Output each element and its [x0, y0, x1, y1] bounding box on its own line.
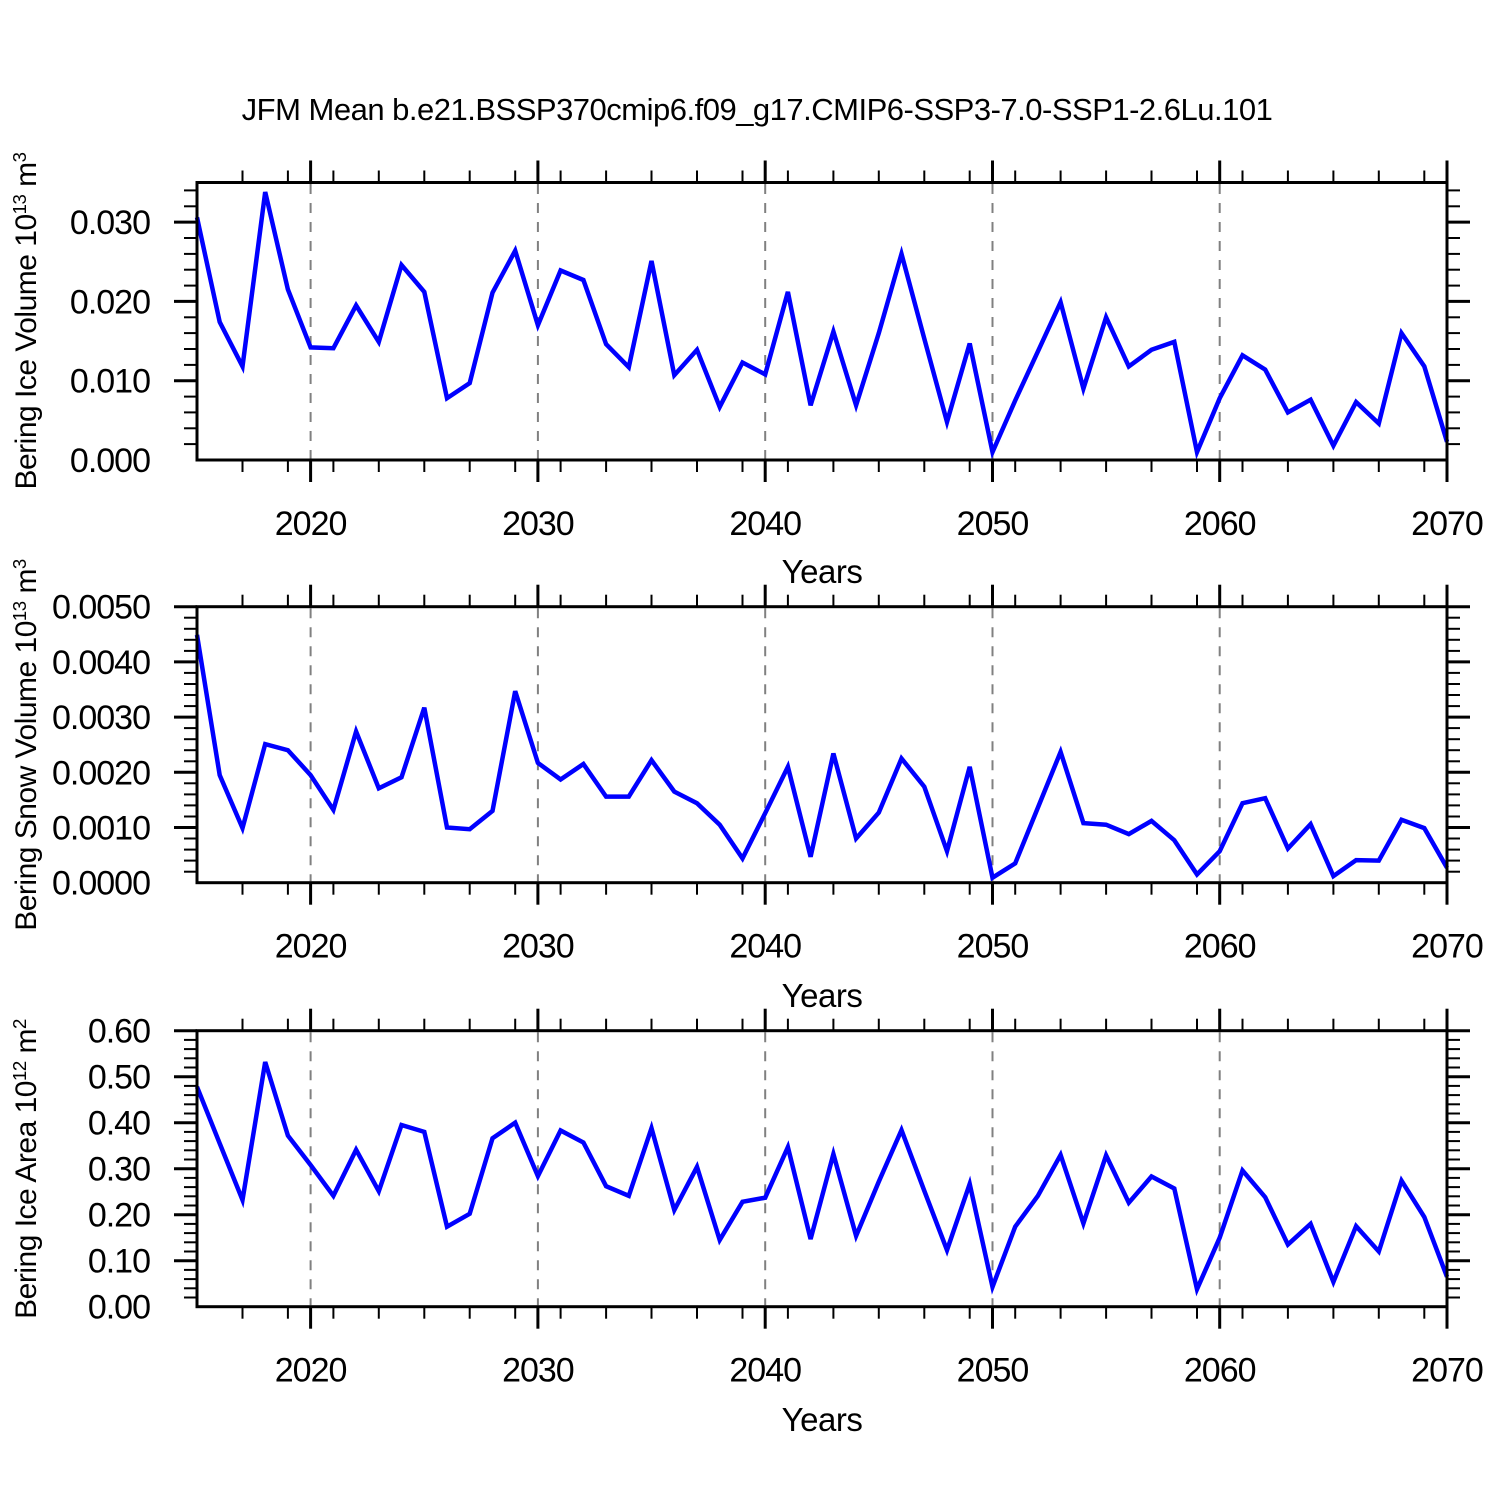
x-tick-label: 2070	[1411, 1352, 1483, 1390]
x-tick-label: 2030	[502, 1352, 574, 1390]
y-tick-label: 0.0050	[52, 589, 150, 627]
x-tick-label: 2070	[1411, 928, 1483, 966]
x-tick-label: 2040	[729, 928, 801, 966]
x-tick-label: 2030	[502, 928, 574, 966]
x-tick-label: 2040	[729, 505, 801, 543]
x-axis-title-3: Years	[781, 1401, 863, 1438]
x-ticks	[241, 160, 1449, 482]
plot-frame	[195, 181, 1449, 462]
bering-ice-area-plot: 2020 2030 2040 2050 2060 2070 0.00 0.10 0.20 0.30…	[88, 1008, 1484, 1390]
x-tick-label: 2020	[275, 505, 347, 543]
x-axis-title-2: Years	[781, 977, 863, 1014]
x-tick-label: 2050	[957, 1352, 1029, 1390]
bering-ice-area-data-line	[194, 1061, 1450, 1297]
bering-ice-volume-data-line	[194, 191, 1450, 460]
x-tick-label: 2070	[1411, 505, 1483, 543]
x-tick-label: 2060	[1184, 928, 1256, 966]
x-tick-label: 2020	[275, 928, 347, 966]
plot-frame	[195, 605, 1449, 885]
y-tick-label: 0.0000	[52, 865, 150, 903]
y-tick-label: 0.0010	[52, 810, 150, 848]
y-tick-label: 0.50	[88, 1059, 150, 1097]
x-tick-label: 2020	[275, 1352, 347, 1390]
y-tick-label: 0.10	[88, 1243, 150, 1281]
y-tick-label: 0.010	[70, 363, 150, 401]
x-tick-label: 2040	[729, 1352, 801, 1390]
x-ticks	[241, 584, 1449, 905]
x-tick-label: 2050	[957, 505, 1029, 543]
x-tick-label: 2050	[957, 928, 1029, 966]
y-tick-label: 0.40	[88, 1105, 150, 1143]
x-axis-title-1: Years	[781, 553, 863, 590]
y-tick-label: 0.20	[88, 1197, 150, 1235]
bering-snow-volume-data-line	[194, 634, 1449, 882]
y-ticks	[174, 605, 1470, 873]
x-tick-label: 2030	[502, 505, 574, 543]
y-ticks	[174, 1029, 1470, 1299]
x-tick-label: 2060	[1184, 505, 1256, 543]
y-ticks	[174, 189, 1470, 446]
y-tick-label: 0.00	[88, 1289, 150, 1327]
y-tick-label: 0.0030	[52, 699, 150, 737]
y-tick-label: 0.30	[88, 1151, 150, 1189]
y-tick-label: 0.60	[88, 1013, 150, 1051]
y-tick-label: 0.000	[70, 442, 150, 480]
y-tick-label: 0.030	[70, 204, 150, 242]
y-tick-label: 0.0020	[52, 754, 150, 792]
bering-snow-volume-plot: 2020 2030 2040 2050 2060 2070 0.0000 0.0010 0.00…	[52, 584, 1484, 966]
y-tick-label: 0.020	[70, 283, 150, 321]
x-tick-label: 2060	[1184, 1352, 1256, 1390]
bering-ice-volume-plot: 2020 2030 2040 2050 2060 2070 0.000 0.010 0.020 0…	[70, 160, 1484, 543]
y-tick-label: 0.0040	[52, 644, 150, 682]
x-ticks	[241, 1008, 1449, 1329]
figure-title: JFM Mean b.e21.BSSP370cmip6.f09_g17.CMIP…	[241, 92, 1273, 127]
